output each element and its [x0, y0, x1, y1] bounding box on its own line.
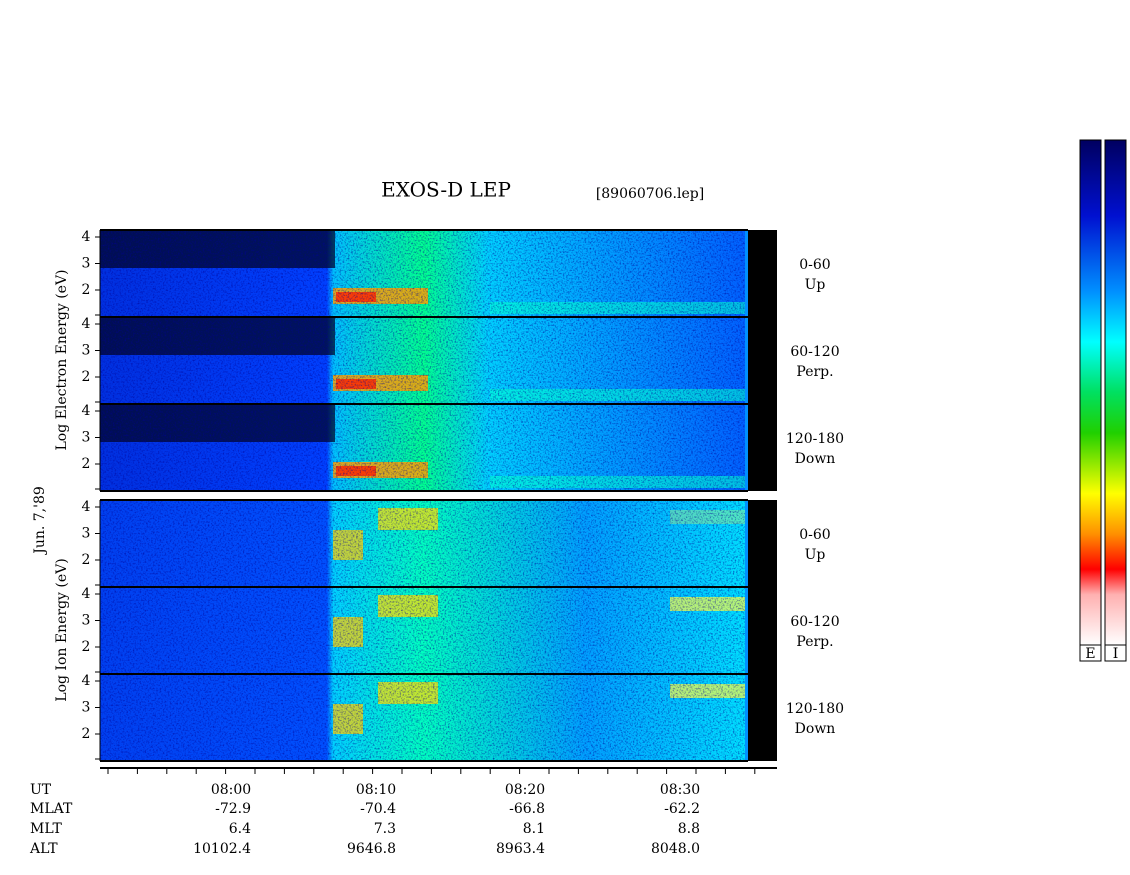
- row-value: 8.1: [523, 821, 545, 837]
- gap-strip: [745, 500, 748, 587]
- y-tick-label: 4: [82, 586, 91, 602]
- row-value: 6.4: [229, 821, 251, 837]
- row-value: 08:30: [660, 782, 700, 798]
- y-tick-label: 2: [82, 456, 91, 472]
- color-bar-label: E: [1085, 646, 1095, 662]
- color-bar: [1079, 139, 1102, 646]
- no-data-strip: [748, 404, 777, 491]
- gap-strip: [745, 230, 748, 317]
- row-value: -70.4: [360, 801, 396, 817]
- y-tick-label: 3: [82, 613, 91, 629]
- panel-label: 60-120: [790, 614, 839, 630]
- y-tick-label: 4: [82, 673, 91, 689]
- electron-axis-label: Log Electron Energy (eV): [54, 269, 70, 450]
- noise: [100, 674, 748, 761]
- row-name: ALT: [29, 841, 58, 857]
- row-value: 10102.4: [193, 841, 251, 857]
- row-value: -72.9: [215, 801, 251, 817]
- ion-axis-label: Log Ion Energy (eV): [54, 558, 70, 701]
- panel-sublabel: Perp.: [796, 634, 833, 650]
- y-tick-label: 2: [82, 369, 91, 385]
- y-tick-label: 2: [82, 726, 91, 742]
- y-tick-label: 4: [82, 316, 91, 332]
- row-name: MLT: [30, 821, 62, 837]
- row-value: 7.3: [374, 821, 396, 837]
- panel-label: 0-60: [799, 527, 830, 543]
- panel-label: 120-180: [786, 701, 844, 717]
- gap-strip: [745, 404, 748, 491]
- y-tick-label: 4: [82, 403, 91, 419]
- no-data-strip: [748, 674, 777, 761]
- noise: [100, 317, 748, 404]
- noise: [100, 500, 748, 587]
- y-tick-label: 3: [82, 700, 91, 716]
- file-name: [89060706.lep]: [596, 186, 704, 202]
- panel-label: 0-60: [799, 257, 830, 273]
- y-tick-label: 3: [82, 343, 91, 359]
- row-value: 08:00: [211, 782, 251, 798]
- row-value: -62.2: [664, 801, 700, 817]
- color-bar-label: I: [1113, 646, 1119, 662]
- no-data-strip: [748, 500, 777, 587]
- title: EXOS-D LEP: [381, 178, 511, 202]
- color-bar: [1104, 139, 1127, 646]
- noise: [100, 587, 748, 674]
- row-value: -66.8: [509, 801, 545, 817]
- row-value: 8963.4: [496, 841, 545, 857]
- row-name: MLAT: [30, 801, 73, 817]
- y-tick-label: 2: [82, 282, 91, 298]
- no-data-strip: [748, 587, 777, 674]
- y-tick-label: 4: [82, 229, 91, 245]
- date: Jun. 7,'89: [32, 486, 48, 556]
- gap-strip: [745, 587, 748, 674]
- panel-label: 120-180: [786, 431, 844, 447]
- no-data-strip: [748, 230, 777, 317]
- gap-strip: [745, 317, 748, 404]
- panel-sublabel: Down: [795, 721, 836, 737]
- row-value: 08:10: [356, 782, 396, 798]
- panel-sublabel: Down: [795, 451, 836, 467]
- row-value: 08:20: [505, 782, 545, 798]
- noise: [100, 230, 748, 317]
- color-bar-label-box: [1104, 644, 1127, 662]
- y-tick-label: 2: [82, 552, 91, 568]
- gap-strip: [745, 674, 748, 761]
- row-value: 9646.8: [347, 841, 396, 857]
- row-name: UT: [30, 782, 52, 798]
- no-data-strip: [748, 317, 777, 404]
- panel-label: 60-120: [790, 344, 839, 360]
- y-tick-label: 2: [82, 639, 91, 655]
- y-tick-label: 4: [82, 499, 91, 515]
- row-value: 8048.0: [651, 841, 700, 857]
- panel-sublabel: Perp.: [796, 364, 833, 380]
- row-value: 8.8: [678, 821, 700, 837]
- panel-sublabel: Up: [805, 547, 826, 563]
- y-tick-label: 3: [82, 430, 91, 446]
- color-bar-label-box: [1079, 644, 1102, 662]
- y-tick-label: 3: [82, 526, 91, 542]
- y-tick-label: 3: [82, 256, 91, 272]
- panel-sublabel: Up: [805, 277, 826, 293]
- noise: [100, 404, 748, 491]
